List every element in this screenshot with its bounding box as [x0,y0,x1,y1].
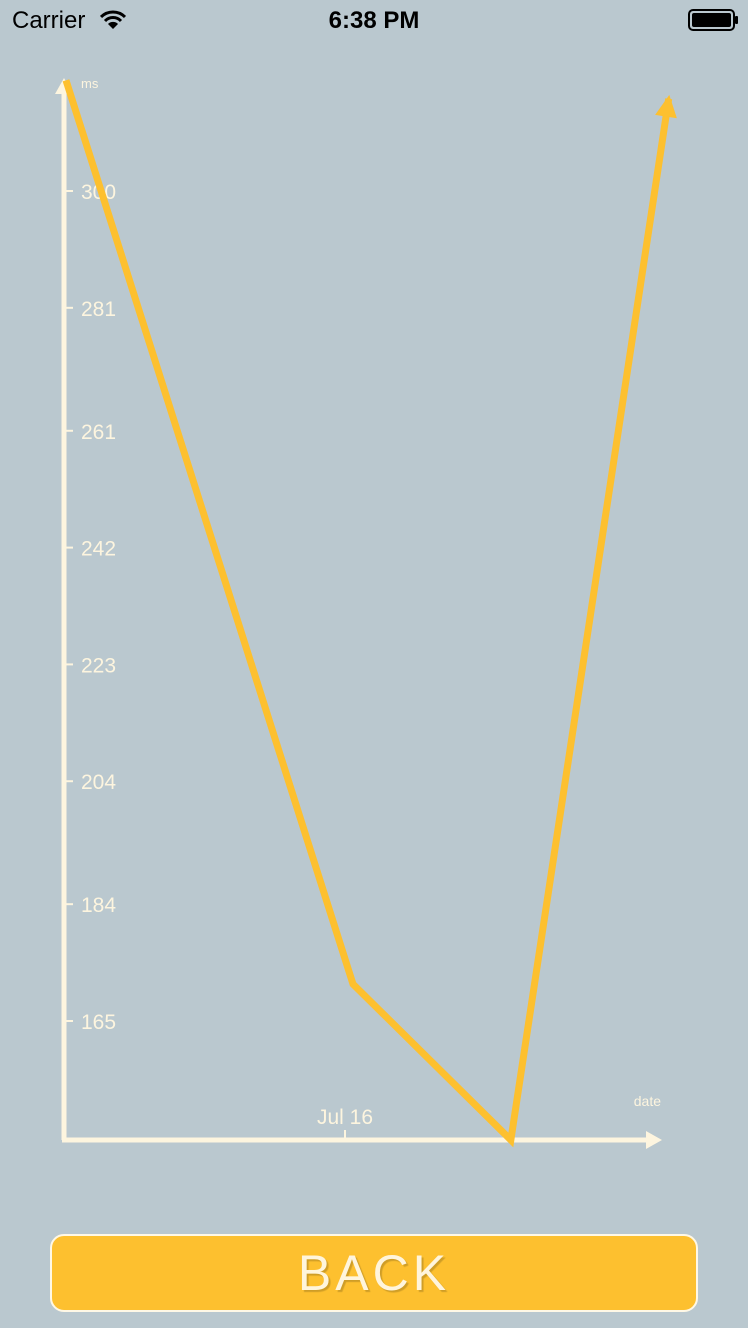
data-line [62,79,673,1148]
status-time: 6:38 PM [328,7,420,34]
y-tick-label: 242 [81,538,116,561]
carrier-label: Carrier [12,7,86,34]
battery-icon [688,9,740,36]
y-tick-label: 204 [81,771,116,794]
wifi-icon [99,10,127,35]
y-axis-label: ms [81,76,99,91]
y-tick-label: 223 [81,654,116,677]
x-axis-arrow [646,1131,662,1149]
x-tick-label: Jul 16 [317,1106,373,1129]
y-tick-label: 165 [81,1011,116,1034]
back-button[interactable]: BACK [50,1234,698,1312]
x-axis-label: date [634,1093,661,1109]
y-tick-label: 281 [81,298,116,321]
y-tick-label: 261 [81,421,116,444]
status-bar: Carrier 6:38 PM [0,0,748,40]
y-tick-label: 184 [81,894,116,917]
data-line-arrow [655,94,677,119]
